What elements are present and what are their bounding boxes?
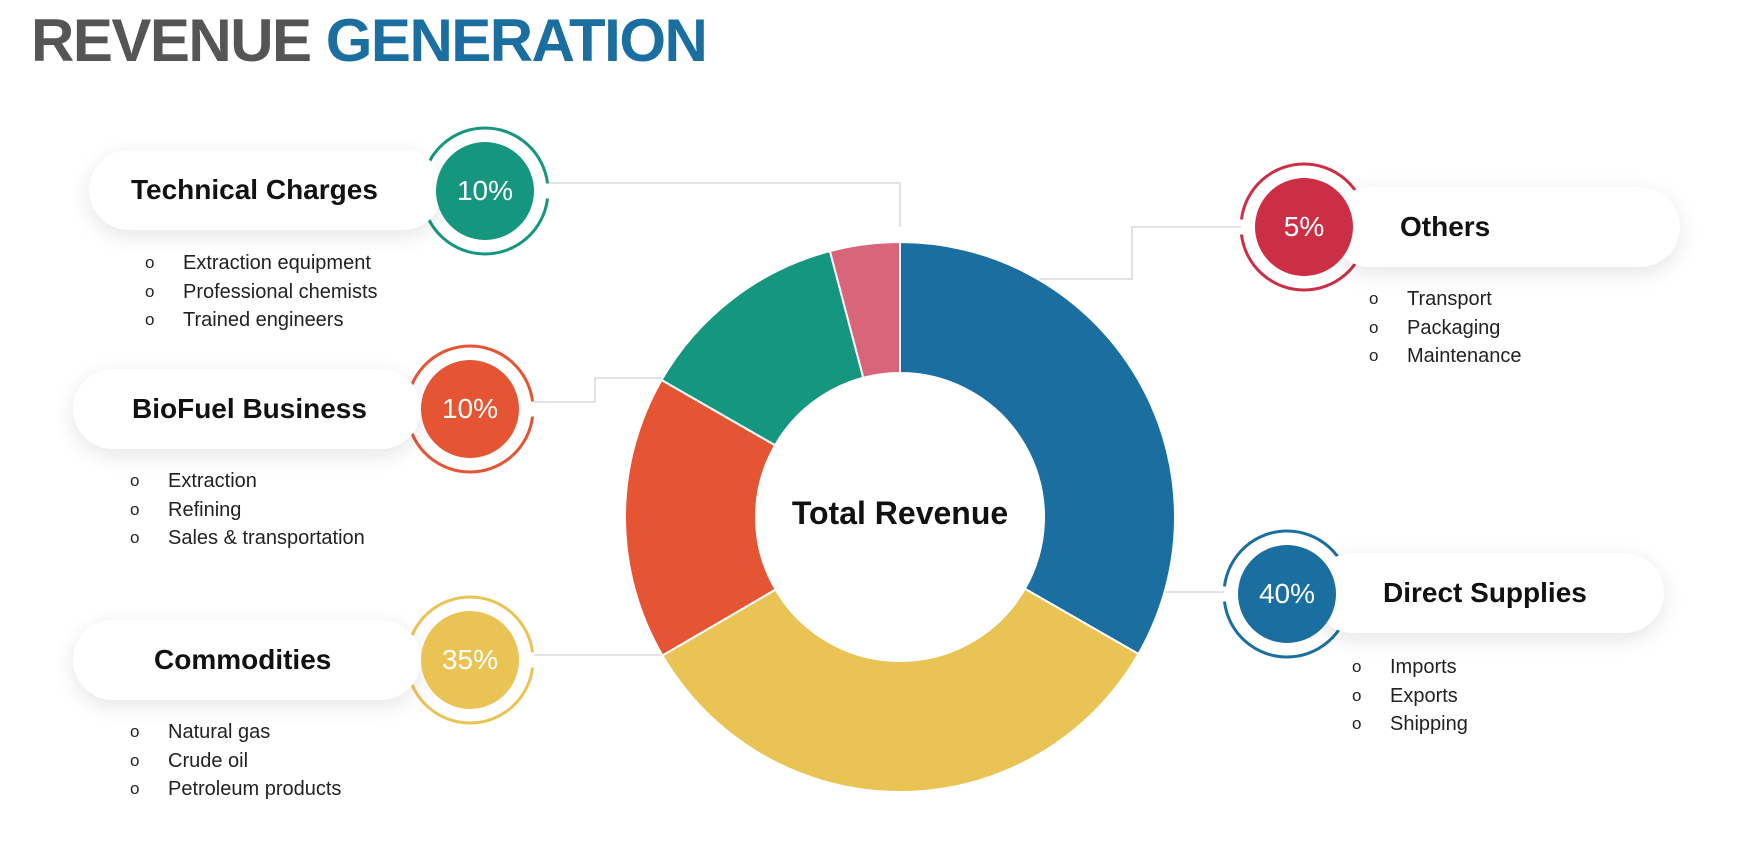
- badge-ring-technical: [420, 198, 550, 256]
- bullet-list-commodities: Natural gas Crude oil Petroleum products: [130, 718, 341, 804]
- segment-card-commodities: Commodities: [73, 620, 421, 700]
- list-item: Sales & transportation: [130, 524, 365, 553]
- badge-ring-commodities: [405, 595, 535, 653]
- list-item: Shipping: [1352, 710, 1468, 739]
- segment-name: BioFuel Business: [132, 393, 367, 424]
- segment-name: Direct Supplies: [1383, 577, 1587, 608]
- donut-center-label: Total Revenue: [791, 495, 1009, 531]
- page-title: REVENUE GENERATION: [31, 7, 708, 74]
- list-item: Petroleum products: [130, 775, 341, 804]
- bullet-list-direct-supplies: Imports Exports Shipping: [1352, 653, 1468, 739]
- percent-badge-biofuel: 10%: [421, 360, 519, 458]
- donut-slice-commodities: [661, 587, 1140, 793]
- list-item: Maintenance: [1369, 342, 1522, 371]
- percent-badge-commodities: 35%: [421, 611, 519, 709]
- list-item: Professional chemists: [145, 278, 378, 307]
- list-item: Transport: [1369, 285, 1522, 314]
- donut-slice-others: [828, 240, 901, 379]
- percent-badge-others: 5%: [1255, 178, 1353, 276]
- list-item: Exports: [1352, 682, 1468, 711]
- segment-card-direct-supplies: Direct Supplies: [1313, 553, 1664, 633]
- bullet-list-others: Transport Packaging Maintenance: [1369, 285, 1522, 371]
- connector-technical: [548, 182, 901, 227]
- segment-name: Commodities: [154, 644, 332, 675]
- donut-slice-direct-supplies: [899, 240, 1176, 656]
- list-item: Packaging: [1369, 314, 1522, 343]
- segment-card-biofuel: BioFuel Business: [73, 369, 421, 449]
- connector-others: [1028, 226, 1241, 280]
- connector-biofuel: [534, 377, 663, 403]
- badge-ring-biofuel: [405, 344, 535, 402]
- segment-card-technical: Technical Charges: [89, 150, 443, 230]
- badge-ring-biofuel: [405, 416, 535, 474]
- percent-badge-technical: 10%: [436, 142, 534, 240]
- percent-badge-direct-supplies: 40%: [1238, 545, 1336, 643]
- list-item: Extraction: [130, 467, 365, 496]
- list-item: Crude oil: [130, 747, 341, 776]
- list-item: Imports: [1352, 653, 1468, 682]
- segment-name: Others: [1400, 211, 1491, 242]
- badge-ring-commodities: [405, 667, 535, 725]
- list-item: Natural gas: [130, 718, 341, 747]
- bullet-list-biofuel: Extraction Refining Sales & transportati…: [130, 467, 365, 553]
- segment-card-others: Others: [1330, 187, 1680, 267]
- list-item: Refining: [130, 496, 365, 525]
- bullet-list-technical: Extraction equipment Professional chemis…: [145, 249, 378, 335]
- donut-slice-biofuel-business: [624, 378, 777, 657]
- list-item: Extraction equipment: [145, 249, 378, 278]
- segment-name: Technical Charges: [131, 174, 378, 205]
- donut-chart: [624, 240, 1176, 793]
- list-item: Trained engineers: [145, 306, 378, 335]
- badge-ring-technical: [420, 126, 550, 184]
